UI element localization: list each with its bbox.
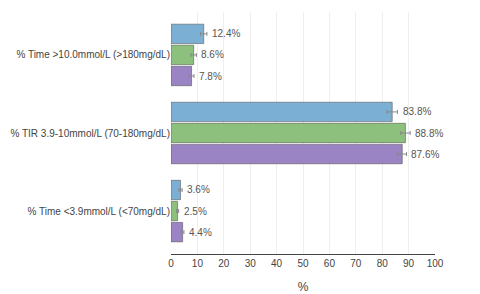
svg-text:4.4%: 4.4% xyxy=(189,227,212,238)
svg-text:88.8%: 88.8% xyxy=(415,128,443,139)
svg-text:60: 60 xyxy=(324,258,336,269)
svg-text:12.4%: 12.4% xyxy=(212,28,240,39)
svg-text:70: 70 xyxy=(350,258,362,269)
svg-text:0: 0 xyxy=(168,258,174,269)
svg-text:3.6%: 3.6% xyxy=(187,184,210,195)
svg-text:8.6%: 8.6% xyxy=(201,49,224,60)
svg-text:80: 80 xyxy=(377,258,389,269)
svg-text:10: 10 xyxy=(192,258,204,269)
svg-text:%: % xyxy=(298,280,309,294)
svg-text:% Time >10.0mmol/L (>180mg/dL): % Time >10.0mmol/L (>180mg/dL) xyxy=(16,49,170,60)
svg-text:2.5%: 2.5% xyxy=(184,206,207,217)
svg-text:30: 30 xyxy=(245,258,257,269)
svg-text:% Time <3.9mmol/L (<70mg/dL): % Time <3.9mmol/L (<70mg/dL) xyxy=(28,206,170,217)
svg-text:40: 40 xyxy=(271,258,283,269)
svg-text:50: 50 xyxy=(297,258,309,269)
svg-text:20: 20 xyxy=(218,258,230,269)
svg-text:87.6%: 87.6% xyxy=(411,149,439,160)
svg-text:% TIR 3.9-10mmol/L (70-180mg/d: % TIR 3.9-10mmol/L (70-180mg/dL) xyxy=(10,128,170,139)
svg-text:90: 90 xyxy=(403,258,415,269)
svg-text:83.8%: 83.8% xyxy=(403,106,431,117)
svg-text:7.8%: 7.8% xyxy=(199,71,222,82)
svg-text:100: 100 xyxy=(427,258,444,269)
